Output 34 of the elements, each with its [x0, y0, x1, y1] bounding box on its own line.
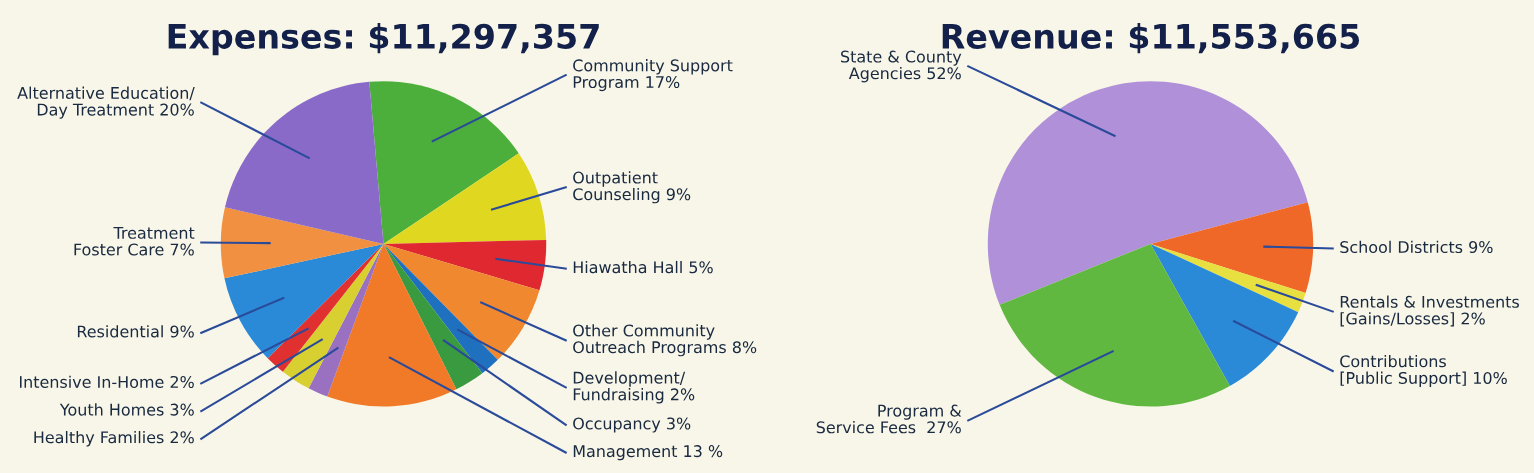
slice-label: Management 13 % — [573, 445, 723, 461]
pie-slice — [999, 243, 1230, 407]
slice-label: Other Community Outreach Programs 8% — [573, 324, 757, 357]
slice-label: Rentals & Investments [Gains/Losses] 2% — [1340, 295, 1519, 327]
pie-slice — [383, 243, 498, 374]
chart-title: Expenses: $11,297,357 — [168, 23, 599, 56]
pie-slice — [369, 81, 519, 244]
pie-slice — [383, 243, 483, 390]
slice-label: Healthy Families 2% — [34, 430, 194, 447]
slice-label: Intensive In-Home 2% — [19, 375, 194, 389]
pie-slice — [1150, 202, 1314, 294]
pie-slice — [987, 81, 1308, 305]
pie-slice — [282, 243, 384, 389]
slice-label: Residential 9% — [77, 325, 194, 338]
pie-slice — [224, 81, 384, 244]
slice-label: Hiawatha Hall 5% — [573, 260, 713, 274]
pie-slice — [383, 239, 547, 291]
slice-label: Program & Service Fees 27% — [816, 404, 962, 434]
slice-label: Occupancy 3% — [573, 417, 691, 433]
slice-label: Contributions [Public Support] 10% — [1340, 354, 1507, 388]
slice-label: Community Support Program 17% — [573, 59, 733, 92]
pie-slice — [308, 243, 384, 397]
pie-slice — [383, 243, 540, 360]
slice-label: Outpatient Counseling 9% — [573, 171, 691, 204]
slice-label: Development/ Fundraising 2% — [573, 371, 695, 404]
slice-label: Youth Homes 3% — [59, 403, 194, 416]
pie-slice — [327, 243, 457, 407]
slice-label: School Districts 9% — [1340, 240, 1493, 254]
pie-slice — [220, 207, 384, 279]
slice-label: Treatment Foster Care 7% — [74, 227, 195, 256]
pie-slice — [224, 243, 384, 359]
pie-slice — [383, 153, 547, 244]
slice-label: Alternative Education/ Day Treatment 20% — [17, 86, 195, 119]
pie-slice — [1150, 243, 1299, 386]
